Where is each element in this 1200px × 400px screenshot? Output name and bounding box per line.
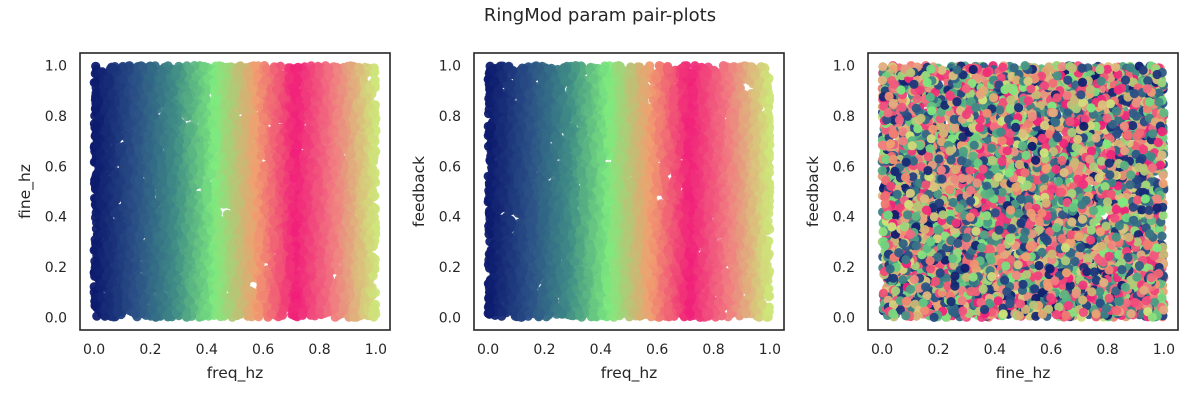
scatter-point [256,88,266,98]
scatter-point [370,67,380,77]
figure-title: RingMod param pair-plots [0,5,1200,26]
scatter-point [207,169,217,179]
scatter-points [89,61,381,322]
scatter-panel-freq-vs-fine: 0.0 0.2 0.4 0.6 0.8 1.00.00.20.40.60.81.0freq… [16,52,391,383]
